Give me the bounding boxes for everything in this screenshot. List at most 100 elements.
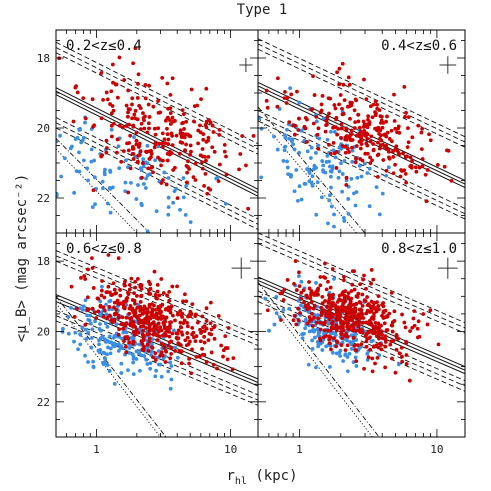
data-point-red: [217, 132, 222, 137]
data-point-red: [383, 365, 388, 370]
data-point-red: [159, 181, 164, 185]
data-point-red: [115, 150, 119, 155]
data-point-blue: [336, 175, 341, 180]
data-point-red: [169, 131, 174, 136]
reference-line-dashed-3: [56, 52, 258, 155]
y-tick-label: 18: [37, 255, 50, 268]
data-point-red: [384, 143, 389, 148]
data-point-red: [369, 322, 374, 326]
data-point-red: [392, 92, 396, 97]
data-point-red: [207, 118, 211, 122]
data-point-red: [375, 102, 379, 107]
data-point-red: [127, 311, 132, 316]
data-point-red: [282, 96, 287, 101]
data-point-red: [346, 311, 351, 316]
data-point-blue: [353, 355, 358, 360]
data-point-blue: [283, 135, 288, 140]
data-point-blue: [103, 339, 108, 344]
data-point-red: [208, 321, 213, 326]
data-point-red: [168, 356, 173, 361]
data-point-red: [153, 351, 158, 356]
data-point-red: [122, 283, 127, 288]
data-point-red: [359, 342, 364, 347]
data-point-red: [167, 298, 172, 303]
data-point-red: [389, 128, 394, 133]
data-point-blue: [321, 169, 326, 174]
data-point-red: [90, 256, 94, 261]
data-point-red: [204, 86, 209, 91]
data-point-red: [127, 340, 132, 345]
data-point-blue: [112, 344, 117, 349]
data-point-red: [192, 104, 197, 109]
data-point-blue: [72, 339, 76, 344]
data-point-red: [183, 292, 187, 297]
data-point-red: [246, 206, 251, 211]
panel-4-plot-area: [258, 233, 465, 437]
data-point-red: [417, 165, 422, 170]
data-point-red: [381, 158, 386, 162]
data-point-red: [340, 61, 345, 66]
data-point-blue: [83, 327, 88, 332]
data-point-red: [170, 143, 175, 148]
data-point-red: [111, 108, 116, 113]
data-point-blue: [345, 338, 349, 343]
data-point-red: [399, 345, 404, 350]
data-point-blue: [330, 164, 335, 169]
data-point-red: [275, 104, 280, 109]
data-point-red: [410, 135, 415, 140]
data-point-red: [210, 145, 215, 150]
data-point-blue: [85, 166, 90, 171]
data-point-red: [391, 155, 396, 159]
reference-line-dashed-3: [258, 243, 465, 334]
data-point-red: [391, 338, 396, 343]
data-point-blue: [329, 129, 333, 134]
data-point-blue: [137, 368, 142, 373]
data-point-blue: [317, 330, 322, 335]
data-point-blue: [353, 203, 358, 208]
data-point-blue: [108, 346, 113, 351]
data-point-red: [383, 344, 388, 349]
data-point-blue: [314, 281, 318, 285]
data-point-red: [211, 362, 216, 367]
data-point-blue: [314, 151, 318, 155]
data-point-red: [338, 309, 342, 313]
data-point-red: [173, 165, 177, 170]
data-point-blue: [316, 344, 321, 349]
data-point-blue: [89, 159, 94, 164]
data-point-blue: [141, 157, 146, 161]
data-point-red: [360, 292, 365, 297]
data-point-red: [382, 321, 387, 326]
data-point-red: [140, 332, 145, 337]
data-point-red: [358, 146, 363, 151]
data-point-red: [342, 298, 347, 302]
data-point-red: [145, 130, 150, 135]
data-point-red: [222, 142, 227, 147]
data-point-red: [348, 299, 353, 304]
data-point-blue: [332, 212, 336, 217]
data-point-red: [186, 159, 190, 164]
reference-line-dashed-2: [56, 47, 258, 150]
data-point-red: [345, 343, 350, 348]
data-point-red: [166, 142, 171, 146]
data-point-red: [315, 288, 320, 292]
data-point-red: [149, 310, 154, 315]
data-point-red: [168, 111, 173, 116]
data-point-blue: [103, 167, 107, 172]
data-point-red: [91, 188, 96, 193]
data-point-red: [412, 309, 417, 314]
data-point-blue: [274, 311, 279, 315]
data-point-red: [338, 306, 343, 310]
data-point-blue: [345, 355, 350, 359]
data-point-blue: [97, 342, 101, 347]
data-point-red: [186, 342, 191, 346]
data-point-blue: [145, 143, 150, 148]
data-point-red: [147, 328, 152, 333]
data-point-blue: [89, 345, 94, 350]
data-point-blue: [312, 163, 317, 168]
data-point-red: [380, 125, 385, 130]
data-point-red: [342, 274, 346, 279]
data-point-red: [250, 94, 254, 98]
data-point-red: [337, 82, 342, 87]
data-point-red: [445, 148, 449, 153]
data-point-red: [327, 111, 331, 116]
